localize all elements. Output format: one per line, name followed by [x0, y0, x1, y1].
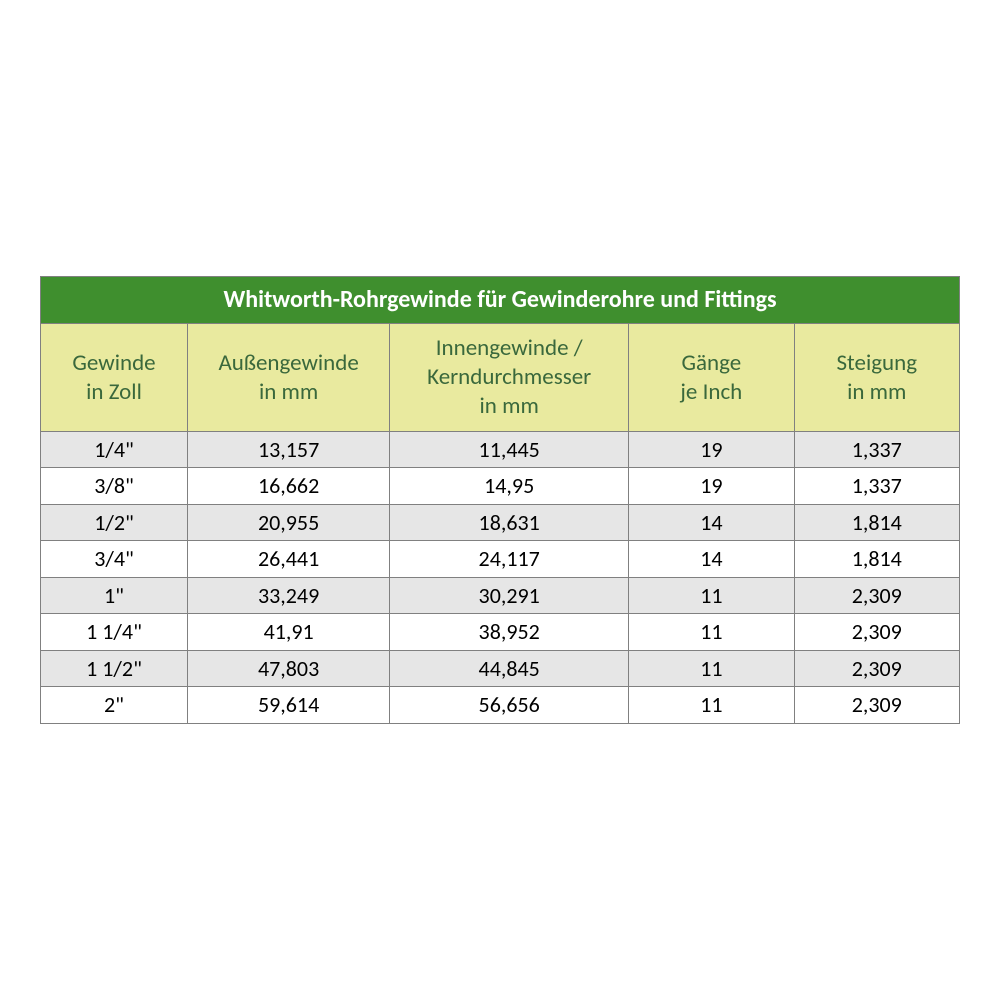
- cell: 14: [629, 541, 794, 578]
- cell: 11,445: [390, 431, 629, 468]
- table-row: 1 1/2" 47,803 44,845 11 2,309: [41, 650, 960, 687]
- cell: 11: [629, 614, 794, 651]
- col-header-aussengewinde: Außengewindein mm: [188, 324, 390, 431]
- cell: 13,157: [188, 431, 390, 468]
- cell: 2": [41, 687, 188, 724]
- cell: 1 1/4": [41, 614, 188, 651]
- cell: 2,309: [794, 650, 959, 687]
- thread-table-container: Whitworth-Rohrgewinde für Gewinderohre u…: [40, 276, 960, 723]
- col-header-gewinde: Gewindein Zoll: [41, 324, 188, 431]
- cell: 14: [629, 504, 794, 541]
- cell: 16,662: [188, 468, 390, 505]
- cell: 11: [629, 687, 794, 724]
- col-header-steigung: Steigungin mm: [794, 324, 959, 431]
- cell: 1,814: [794, 504, 959, 541]
- thread-table: Whitworth-Rohrgewinde für Gewinderohre u…: [40, 276, 960, 723]
- cell: 56,656: [390, 687, 629, 724]
- cell: 18,631: [390, 504, 629, 541]
- cell: 11: [629, 650, 794, 687]
- cell: 1/4": [41, 431, 188, 468]
- table-row: 1/4" 13,157 11,445 19 1,337: [41, 431, 960, 468]
- cell: 59,614: [188, 687, 390, 724]
- cell: 3/4": [41, 541, 188, 578]
- cell: 3/8": [41, 468, 188, 505]
- cell: 41,91: [188, 614, 390, 651]
- cell: 14,95: [390, 468, 629, 505]
- table-title: Whitworth-Rohrgewinde für Gewinderohre u…: [41, 277, 960, 324]
- col-header-gaenge: Gängeje Inch: [629, 324, 794, 431]
- cell: 47,803: [188, 650, 390, 687]
- table-row: 3/8" 16,662 14,95 19 1,337: [41, 468, 960, 505]
- table-row: 2" 59,614 56,656 11 2,309: [41, 687, 960, 724]
- cell: 26,441: [188, 541, 390, 578]
- cell: 2,309: [794, 687, 959, 724]
- cell: 19: [629, 468, 794, 505]
- cell: 20,955: [188, 504, 390, 541]
- cell: 1": [41, 577, 188, 614]
- cell: 38,952: [390, 614, 629, 651]
- cell: 1/2": [41, 504, 188, 541]
- cell: 24,117: [390, 541, 629, 578]
- table-row: 1 1/4" 41,91 38,952 11 2,309: [41, 614, 960, 651]
- cell: 2,309: [794, 614, 959, 651]
- table-row: 3/4" 26,441 24,117 14 1,814: [41, 541, 960, 578]
- cell: 2,309: [794, 577, 959, 614]
- cell: 11: [629, 577, 794, 614]
- cell: 1 1/2": [41, 650, 188, 687]
- cell: 44,845: [390, 650, 629, 687]
- cell: 33,249: [188, 577, 390, 614]
- cell: 1,814: [794, 541, 959, 578]
- cell: 1,337: [794, 468, 959, 505]
- cell: 1,337: [794, 431, 959, 468]
- table-row: 1/2" 20,955 18,631 14 1,814: [41, 504, 960, 541]
- col-header-innengewinde: Innengewinde /Kerndurchmesserin mm: [390, 324, 629, 431]
- cell: 19: [629, 431, 794, 468]
- table-row: 1" 33,249 30,291 11 2,309: [41, 577, 960, 614]
- cell: 30,291: [390, 577, 629, 614]
